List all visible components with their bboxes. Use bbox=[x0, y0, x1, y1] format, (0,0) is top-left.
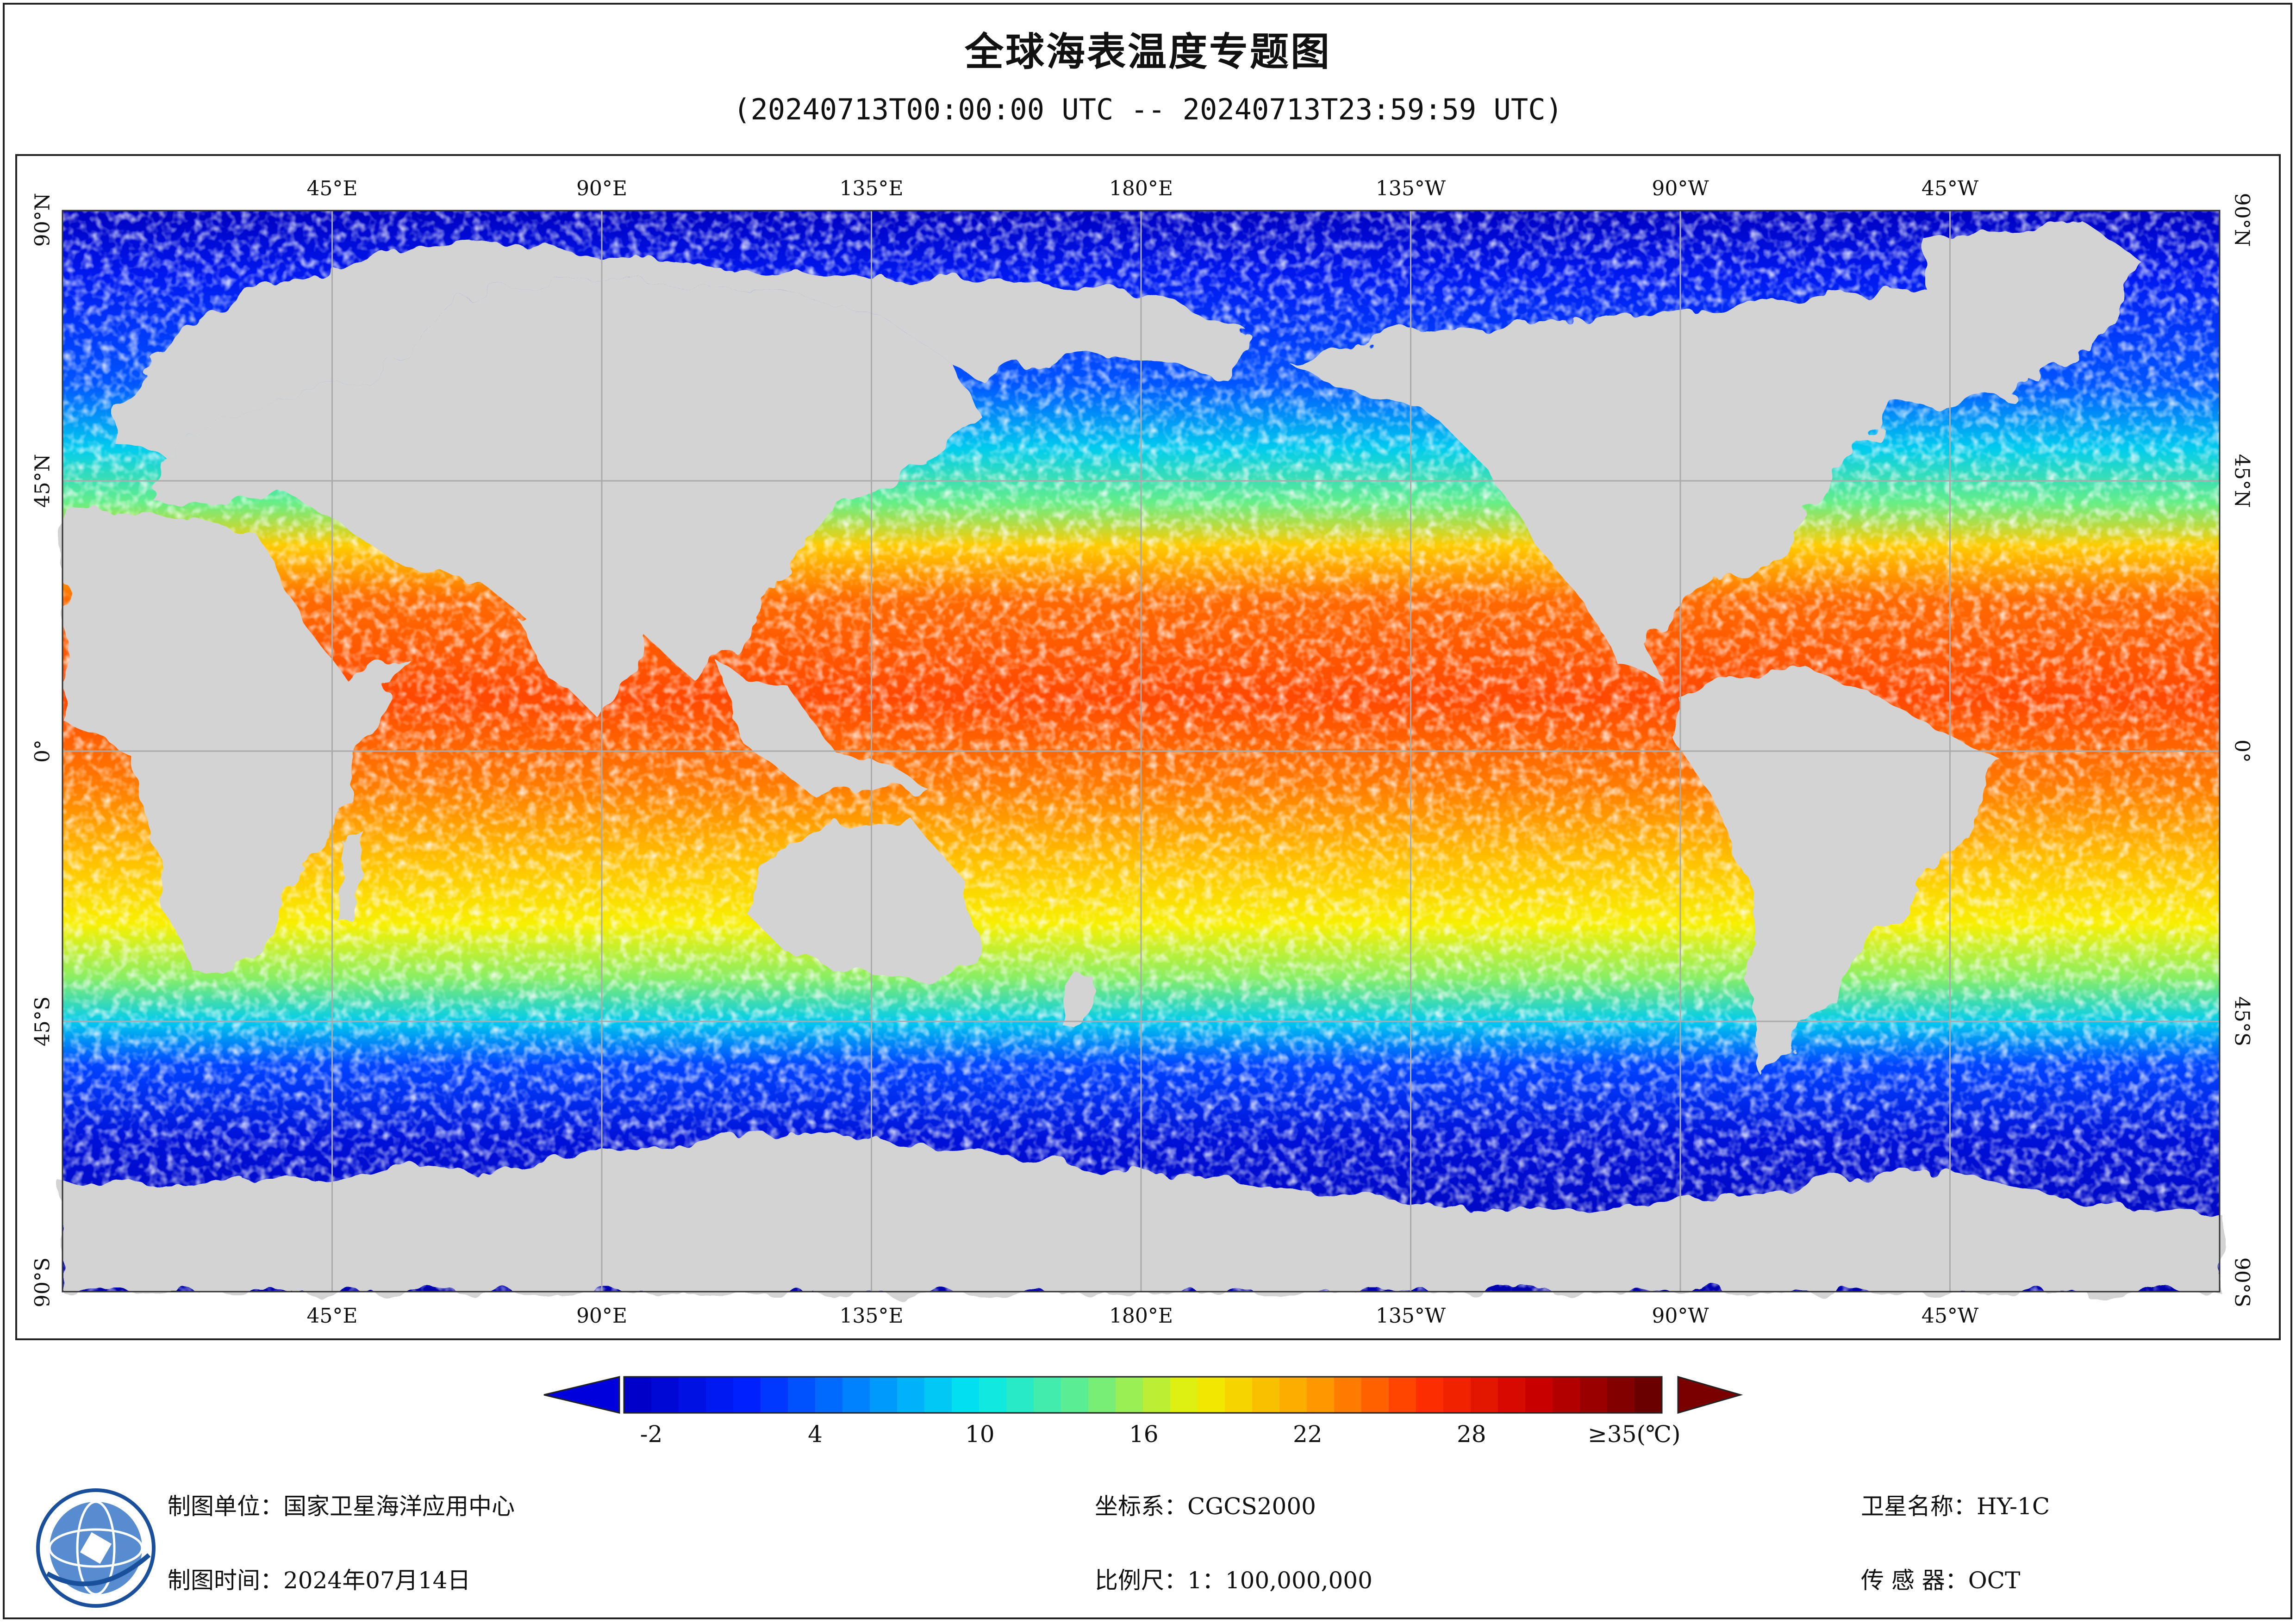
lon-label-bottom: 90°W bbox=[1652, 1304, 1709, 1328]
map-title: 全球海表温度专题图 bbox=[964, 29, 1331, 75]
colorbar-swatch bbox=[1334, 1377, 1362, 1413]
colorbar-swatch bbox=[1553, 1377, 1580, 1413]
colorbar-swatch bbox=[788, 1377, 816, 1413]
colorbar-low-arrow bbox=[543, 1376, 620, 1414]
colorbar-high-arrow bbox=[1677, 1376, 1743, 1414]
lat-label-right: 45°S bbox=[2230, 996, 2254, 1046]
colorbar-swatch bbox=[761, 1377, 788, 1413]
colorbar-swatch bbox=[815, 1377, 843, 1413]
colorbar-swatch bbox=[1252, 1377, 1280, 1413]
lon-label-top: 45°E bbox=[306, 177, 357, 200]
land-india bbox=[518, 616, 602, 694]
colorbar-swatch bbox=[1116, 1377, 1143, 1413]
colorbar-swatch bbox=[1088, 1377, 1116, 1413]
colorbar-tick-label: 22 bbox=[1293, 1421, 1323, 1448]
graticule-labels: 45°E 45°E 90°E 90°E 135°E 135°E 180°E 180°E 135°… bbox=[31, 177, 2254, 1328]
lon-label-bottom: 45°E bbox=[306, 1304, 357, 1328]
lon-label-bottom: 135°E bbox=[839, 1304, 903, 1328]
lat-label-right: 90°N bbox=[2230, 193, 2254, 247]
lon-label-bottom: 180°E bbox=[1109, 1304, 1173, 1328]
sensor-label: 传 感 器：OCT bbox=[1861, 1567, 2021, 1594]
colorbar-swatch bbox=[1635, 1377, 1662, 1413]
colorbar-swatch bbox=[1607, 1377, 1635, 1413]
lon-label-top: 135°E bbox=[839, 177, 903, 200]
lon-label-top: 45°W bbox=[1922, 177, 1979, 200]
scale-label: 比例尺：1：100,000,000 bbox=[1095, 1567, 1373, 1594]
colorbar-swatch bbox=[624, 1377, 652, 1413]
colorbar-swatch bbox=[733, 1377, 761, 1413]
land-australia bbox=[750, 815, 981, 990]
lat-label-left: 45°S bbox=[31, 996, 55, 1046]
lat-label-left: 90°S bbox=[31, 1257, 55, 1307]
lon-label-top: 90°E bbox=[576, 177, 627, 200]
colorbar-swatch bbox=[1525, 1377, 1553, 1413]
lat-label-left: 90°N bbox=[31, 193, 55, 247]
map-data-border bbox=[62, 210, 2221, 1293]
colorbar-swatch bbox=[1198, 1377, 1225, 1413]
colorbar-swatch bbox=[1061, 1377, 1089, 1413]
lon-label-top: 135°W bbox=[1376, 177, 1446, 200]
lon-label-bottom: 135°W bbox=[1376, 1304, 1446, 1328]
land-south-america bbox=[1676, 666, 2000, 1074]
lat-label-right: 90°S bbox=[2230, 1257, 2254, 1307]
colorbar-swatch bbox=[1170, 1377, 1198, 1413]
nsoas-logo-icon bbox=[36, 1488, 156, 1608]
lon-label-bottom: 90°E bbox=[576, 1304, 627, 1328]
outer-frame bbox=[3, 3, 2292, 1619]
land-new-zealand bbox=[1060, 972, 1097, 1032]
colorbar-swatch bbox=[842, 1377, 870, 1413]
producer-label: 制图单位：国家卫星海洋应用中心 bbox=[168, 1493, 515, 1520]
colorbar bbox=[543, 1376, 1743, 1414]
lon-label-top: 90°W bbox=[1652, 177, 1709, 200]
colorbar-swatch bbox=[1225, 1377, 1253, 1413]
colorbar-swatch bbox=[706, 1377, 734, 1413]
lat-label-right: 45°N bbox=[2230, 454, 2254, 508]
colorbar-swatch bbox=[1471, 1377, 1498, 1413]
satellite-label: 卫星名称：HY-1C bbox=[1861, 1493, 2050, 1520]
colorbar-swatch bbox=[651, 1377, 679, 1413]
land-africa bbox=[65, 509, 407, 972]
map-subtitle: (20240713T00:00:00 UTC -- 20240713T23:59… bbox=[733, 93, 1563, 126]
lat-label-left: 0° bbox=[31, 740, 55, 763]
crs-label: 坐标系：CGCS2000 bbox=[1095, 1493, 1316, 1520]
colorbar-swatch bbox=[1307, 1377, 1335, 1413]
colorbar-swatch bbox=[952, 1377, 980, 1413]
colorbar-swatch bbox=[870, 1377, 898, 1413]
colorbar-swatch bbox=[1034, 1377, 1061, 1413]
colorbar-swatch bbox=[979, 1377, 1007, 1413]
land-eurasia bbox=[153, 278, 981, 722]
colorbar-tick-label: 16 bbox=[1129, 1421, 1159, 1448]
map-frame bbox=[15, 154, 2281, 1340]
colorbar-swatch bbox=[1580, 1377, 1608, 1413]
colorbar-tick-label: 28 bbox=[1457, 1421, 1486, 1448]
colorbar-border bbox=[623, 1376, 1663, 1414]
colorbar-swatch bbox=[1361, 1377, 1389, 1413]
colorbar-swatch bbox=[1498, 1377, 1526, 1413]
lon-label-top: 180°E bbox=[1109, 177, 1173, 200]
lat-label-right: 0° bbox=[2230, 740, 2254, 763]
colorbar-tick-label: 4 bbox=[808, 1421, 823, 1448]
colorbar-swatch bbox=[1416, 1377, 1444, 1413]
colorbar-tick-label: -2 bbox=[640, 1421, 663, 1448]
colorbar-swatch bbox=[1006, 1377, 1034, 1413]
colorbar-swatch bbox=[679, 1377, 706, 1413]
colorbar-swatch bbox=[1279, 1377, 1307, 1413]
lat-label-left: 45°N bbox=[31, 454, 55, 508]
land-indonesia bbox=[722, 666, 926, 796]
colorbar-swatch bbox=[897, 1377, 925, 1413]
land-madagascar bbox=[338, 833, 366, 921]
colorbar-swatch bbox=[1389, 1377, 1416, 1413]
colorbar-swatch bbox=[924, 1377, 952, 1413]
graticule bbox=[62, 211, 2220, 1292]
map-date-label: 制图时间：2024年07月14日 bbox=[168, 1567, 471, 1594]
colorbar-swatch bbox=[1443, 1377, 1471, 1413]
land-greenland bbox=[1926, 222, 2139, 379]
colorbar-swatch bbox=[1143, 1377, 1171, 1413]
colorbar-tick-label: ≥35(℃) bbox=[1588, 1421, 1681, 1448]
colorbar-tick-label: 10 bbox=[965, 1421, 995, 1448]
lon-label-bottom: 45°W bbox=[1922, 1304, 1979, 1328]
land-scandinavia bbox=[116, 241, 1250, 454]
